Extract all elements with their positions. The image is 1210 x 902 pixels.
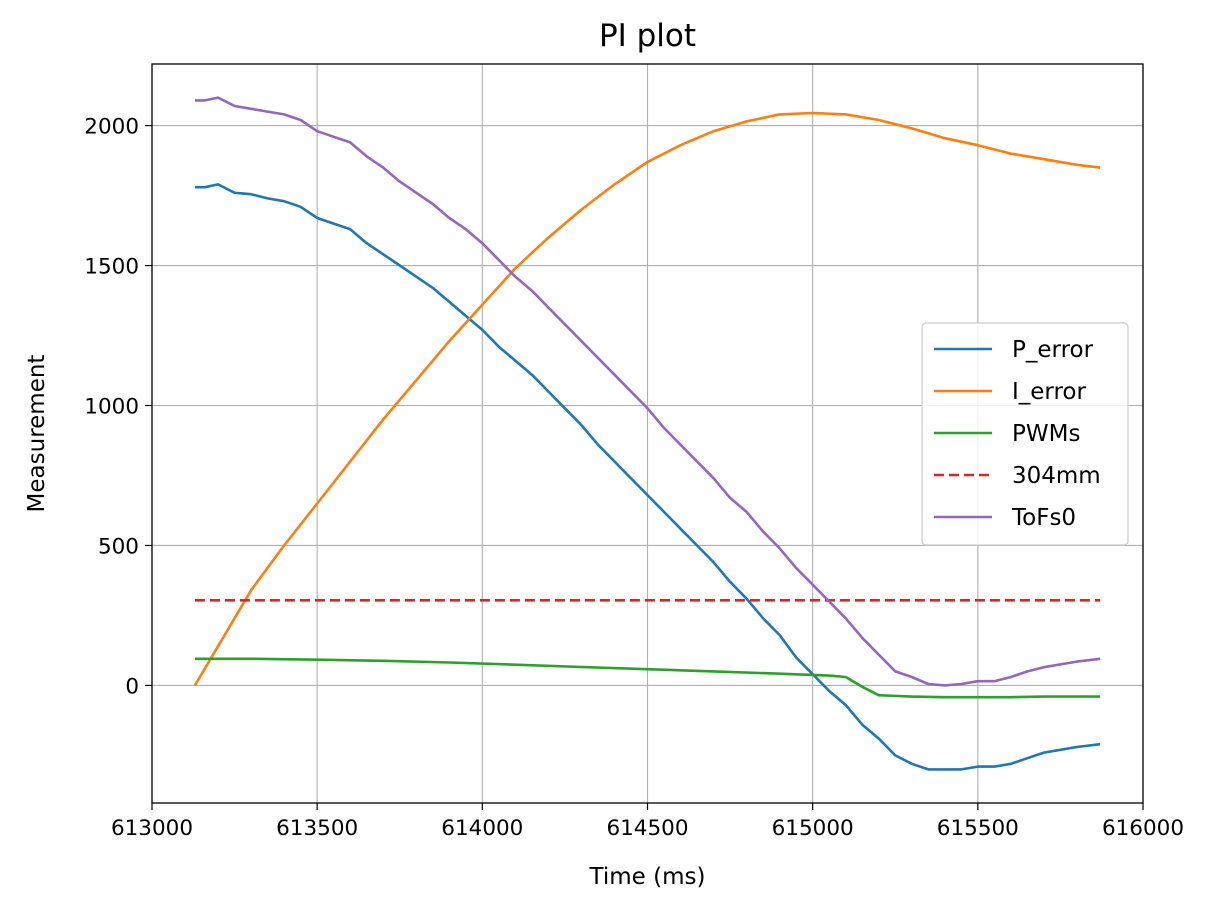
x-tick-label: 613000 (111, 816, 193, 841)
y-tick-label: 1500 (84, 255, 139, 280)
legend: P_error I_error PWMs 304mm ToFs0 (921, 322, 1129, 546)
y-tick-label: 500 (98, 534, 139, 559)
x-tick-label: 614500 (606, 816, 688, 841)
legend-box (921, 322, 1129, 546)
series-line-i-error (193, 111, 1101, 687)
x-tick-label: 616000 (1102, 816, 1184, 841)
legend-label: PWMs (1012, 421, 1080, 447)
series-line-tofs0 (194, 96, 1101, 687)
x-tick-label: 615000 (772, 816, 854, 841)
legend-label: ToFs0 (1011, 505, 1076, 531)
x-tick-label: 613500 (276, 816, 358, 841)
legend-label: P_error (1012, 337, 1094, 363)
x-axis-label: Time (ms) (589, 864, 706, 890)
y-tick-label: 1000 (84, 395, 139, 420)
y-axis-label: Measurement (24, 355, 50, 513)
y-tick-label: 2000 (84, 115, 139, 140)
y-tick-label: 0 (125, 674, 139, 699)
x-tick-label: 615500 (937, 816, 1019, 841)
series-group (193, 96, 1101, 771)
legend-label: 304mm (1012, 463, 1101, 489)
series-line-p-error (194, 183, 1101, 771)
y-axis-ticks: 0 500 1000 1500 2000 (84, 115, 152, 699)
x-tick-label: 614000 (441, 816, 523, 841)
series-line-pwms (194, 657, 1101, 699)
legend-label: I_error (1012, 379, 1087, 405)
chart-title: PI plot (599, 18, 696, 54)
x-axis-ticks: 613000 613500 614000 614500 615000 615500 6160… (111, 803, 1184, 841)
